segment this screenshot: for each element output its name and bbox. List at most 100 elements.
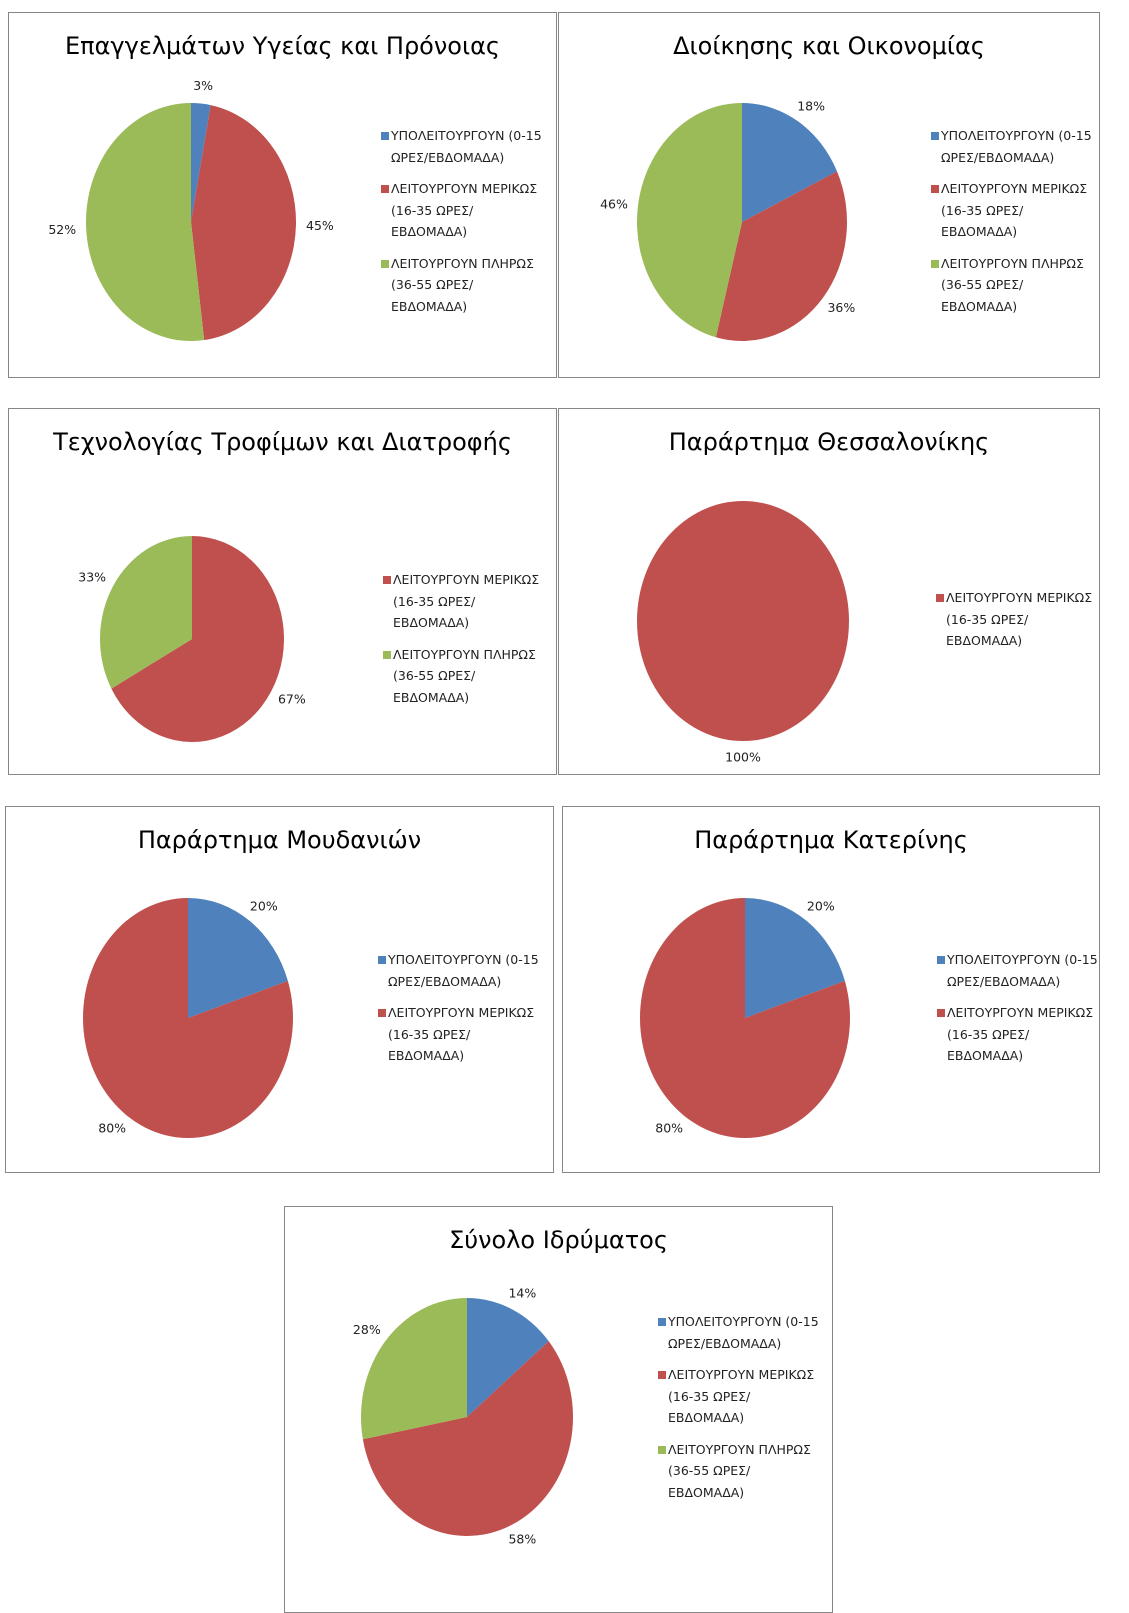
pie-slice [715, 171, 847, 341]
legend: ΥΠΟΛΕΙΤΟΥΡΓΟΥΝ (0-15 ΩΡΕΣ/ΕΒΔΟΜΑΔΑ) ΛΕΙΤΟ… [658, 1311, 826, 1503]
legend-swatch [383, 650, 391, 659]
data-label: 80% [98, 1120, 126, 1135]
pie-chart: 67% 33% [78, 536, 306, 742]
pie-slice [742, 103, 838, 222]
data-label: 46% [600, 196, 628, 211]
chart-panel: 67% 33% ΛΕΙΤΟΥΡΓΟΥΝ ΜΕΡΙΚΩΣ (16-35 ΩΡΕΣ/ Ε… [8, 408, 557, 775]
pie-slice [637, 103, 742, 338]
legend: ΥΠΟΛΕΙΤΟΥΡΓΟΥΝ (0-15 ΩΡΕΣ/ΕΒΔΟΜΑΔΑ) ΛΕΙΤΟ… [378, 949, 546, 1067]
pie-chart: 100% [637, 501, 849, 765]
legend-label: ΛΕΙΤΟΥΡΓΟΥΝ ΠΛΗΡΩΣ (36-55 ΩΡΕΣ/ ΕΒΔΟΜΑΔΑ… [941, 255, 1084, 314]
legend-item: ΛΕΙΤΟΥΡΓΟΥΝ ΠΛΗΡΩΣ (36-55 ΩΡΕΣ/ ΕΒΔΟΜΑΔΑ… [383, 644, 551, 709]
legend-label: ΛΕΙΤΟΥΡΓΟΥΝ ΜΕΡΙΚΩΣ (16-35 ΩΡΕΣ/ ΕΒΔΟΜΑΔ… [947, 1005, 1094, 1063]
legend-swatch [378, 1009, 386, 1017]
pie-chart: 18% 36% 46% [600, 99, 855, 341]
legend-swatch [378, 956, 386, 964]
legend: ΥΠΟΛΕΙΤΟΥΡΓΟΥΝ (0-15 ΩΡΕΣ/ΕΒΔΟΜΑΔΑ) ΛΕΙΤΟ… [381, 125, 549, 317]
data-label: 100% [725, 750, 761, 765]
data-label: 18% [797, 99, 825, 114]
legend-label: ΛΕΙΤΟΥΡΓΟΥΝ ΠΛΗΡΩΣ (36-55 ΩΡΕΣ/ ΕΒΔΟΜΑΔΑ… [391, 255, 534, 314]
legend-item: ΛΕΙΤΟΥΡΓΟΥΝ ΜΕΡΙΚΩΣ (16-35 ΩΡΕΣ/ ΕΒΔΟΜΑΔ… [381, 178, 549, 243]
pie-slice [188, 898, 288, 1018]
data-label: 36% [827, 300, 855, 315]
pie-slice [111, 536, 284, 742]
legend-item: ΛΕΙΤΟΥΡΓΟΥΝ ΠΛΗΡΩΣ (36-55 ΩΡΕΣ/ ΕΒΔΟΜΑΔΑ… [381, 253, 549, 318]
legend-item: ΛΕΙΤΟΥΡΓΟΥΝ ΜΕΡΙΚΩΣ (16-35 ΩΡΕΣ/ ΕΒΔΟΜΑΔ… [936, 587, 1104, 652]
legend-swatch [381, 259, 389, 268]
data-label: 52% [48, 222, 76, 237]
pie-slice [467, 1298, 549, 1417]
chart-panel: 3% 45% 52% ΥΠΟΛΕΙΤΟΥΡΓΟΥΝ (0-15 ΩΡΕΣ/ΕΒΔΟΜΑ… [8, 12, 557, 378]
legend-label: ΛΕΙΤΟΥΡΓΟΥΝ ΜΕΡΙΚΩΣ (16-35 ΩΡΕΣ/ ΕΒΔΟΜΑΔ… [391, 181, 538, 239]
legend-label: ΥΠΟΛΕΙΤΟΥΡΓΟΥΝ (0-15 ΩΡΕΣ/ΕΒΔΟΜΑΔΑ) [941, 128, 1092, 165]
legend: ΛΕΙΤΟΥΡΓΟΥΝ ΜΕΡΙΚΩΣ (16-35 ΩΡΕΣ/ ΕΒΔΟΜΑΔ… [383, 569, 551, 708]
pie-chart: 20% 80% [640, 898, 850, 1138]
pie-slice [99, 536, 192, 689]
pie-slice [361, 1298, 467, 1440]
data-label: 45% [306, 218, 334, 233]
legend-item: ΛΕΙΤΟΥΡΓΟΥΝ ΜΕΡΙΚΩΣ (16-35 ΩΡΕΣ/ ΕΒΔΟΜΑΔ… [383, 569, 551, 634]
pie-slice [191, 105, 297, 341]
legend-swatch [931, 132, 939, 140]
chart-title: Παράρτημα Μουδανιών [137, 826, 422, 854]
chart-title: Παράρτημα Θεσσαλονίκης [668, 428, 990, 456]
legend-swatch [931, 259, 939, 268]
pie-slice [86, 103, 205, 341]
legend-item: ΛΕΙΤΟΥΡΓΟΥΝ ΠΛΗΡΩΣ (36-55 ΩΡΕΣ/ ΕΒΔΟΜΑΔΑ… [931, 253, 1099, 318]
pie-chart: 14% 58% 28% [353, 1285, 573, 1547]
pie-slice [637, 501, 849, 741]
legend-label: ΥΠΟΛΕΙΤΟΥΡΓΟΥΝ (0-15 ΩΡΕΣ/ΕΒΔΟΜΑΔΑ) [388, 952, 539, 989]
legend: ΛΕΙΤΟΥΡΓΟΥΝ ΜΕΡΙΚΩΣ (16-35 ΩΡΕΣ/ ΕΒΔΟΜΑΔ… [936, 587, 1104, 652]
data-label: 58% [508, 1532, 536, 1547]
legend-item: ΛΕΙΤΟΥΡΓΟΥΝ ΜΕΡΙΚΩΣ (16-35 ΩΡΕΣ/ ΕΒΔΟΜΑΔ… [931, 178, 1099, 243]
chart-title: Επαγγελμάτων Υγείας και Πρόνοιας [65, 32, 500, 60]
legend-swatch [937, 956, 945, 964]
data-label: 67% [278, 692, 306, 707]
legend-item: ΥΠΟΛΕΙΤΟΥΡΓΟΥΝ (0-15 ΩΡΕΣ/ΕΒΔΟΜΑΔΑ) [381, 125, 549, 168]
data-label: 80% [655, 1120, 683, 1135]
pie-chart: 3% 45% 52% [48, 78, 334, 341]
chart-panel: 20% 80% ΥΠΟΛΕΙΤΟΥΡΓΟΥΝ (0-15 ΩΡΕΣ/ΕΒΔΟΜΑΔΑ… [562, 806, 1100, 1173]
data-label: 20% [807, 899, 835, 914]
legend-swatch [658, 1445, 666, 1454]
pie-slice [362, 1341, 573, 1536]
legend-label: ΥΠΟΛΕΙΤΟΥΡΓΟΥΝ (0-15 ΩΡΕΣ/ΕΒΔΟΜΑΔΑ) [391, 128, 542, 165]
legend: ΥΠΟΛΕΙΤΟΥΡΓΟΥΝ (0-15 ΩΡΕΣ/ΕΒΔΟΜΑΔΑ) ΛΕΙΤΟ… [937, 949, 1105, 1067]
pie-slice [83, 898, 293, 1138]
legend-swatch [381, 132, 389, 140]
legend-swatch [931, 185, 939, 193]
legend-label: ΛΕΙΤΟΥΡΓΟΥΝ ΠΛΗΡΩΣ (36-55 ΩΡΕΣ/ ΕΒΔΟΜΑΔΑ… [393, 646, 536, 705]
legend-label: ΛΕΙΤΟΥΡΓΟΥΝ ΜΕΡΙΚΩΣ (16-35 ΩΡΕΣ/ ΕΒΔΟΜΑΔ… [668, 1367, 815, 1425]
legend-label: ΥΠΟΛΕΙΤΟΥΡΓΟΥΝ (0-15 ΩΡΕΣ/ΕΒΔΟΜΑΔΑ) [947, 952, 1098, 989]
chart-title: Διοίκησης και Οικονομίας [673, 32, 985, 60]
legend-swatch [658, 1318, 666, 1326]
legend-item: ΥΠΟΛΕΙΤΟΥΡΓΟΥΝ (0-15 ΩΡΕΣ/ΕΒΔΟΜΑΔΑ) [658, 1311, 826, 1354]
chart-panel: 14% 58% 28% ΥΠΟΛΕΙΤΟΥΡΓΟΥΝ (0-15 ΩΡΕΣ/ΕΒΔΟΜ… [284, 1206, 833, 1613]
legend-swatch [658, 1371, 666, 1379]
chart-title: Παράρτημα Κατερίνης [694, 826, 968, 854]
legend-item: ΥΠΟΛΕΙΤΟΥΡΓΟΥΝ (0-15 ΩΡΕΣ/ΕΒΔΟΜΑΔΑ) [378, 949, 546, 992]
pie-slice [745, 898, 845, 1018]
data-label: 33% [78, 569, 106, 584]
chart-title: Τεχνολογίας Τροφίμων και Διατροφής [53, 428, 512, 456]
legend-swatch [937, 1009, 945, 1017]
chart-panel: 18% 36% 46% ΥΠΟΛΕΙΤΟΥΡΓΟΥΝ (0-15 ΩΡΕΣ/ΕΒΔΟΜ… [558, 12, 1100, 378]
legend-item: ΛΕΙΤΟΥΡΓΟΥΝ ΜΕΡΙΚΩΣ (16-35 ΩΡΕΣ/ ΕΒΔΟΜΑΔ… [937, 1002, 1105, 1067]
legend-label: ΛΕΙΤΟΥΡΓΟΥΝ ΜΕΡΙΚΩΣ (16-35 ΩΡΕΣ/ ΕΒΔΟΜΑΔ… [941, 181, 1088, 239]
legend-swatch [936, 594, 944, 602]
legend-label: ΛΕΙΤΟΥΡΓΟΥΝ ΜΕΡΙΚΩΣ (16-35 ΩΡΕΣ/ ΕΒΔΟΜΑΔ… [388, 1005, 535, 1063]
legend-item: ΛΕΙΤΟΥΡΓΟΥΝ ΜΕΡΙΚΩΣ (16-35 ΩΡΕΣ/ ΕΒΔΟΜΑΔ… [378, 1002, 546, 1067]
legend-label: ΛΕΙΤΟΥΡΓΟΥΝ ΠΛΗΡΩΣ (36-55 ΩΡΕΣ/ ΕΒΔΟΜΑΔΑ… [668, 1441, 811, 1500]
legend: ΥΠΟΛΕΙΤΟΥΡΓΟΥΝ (0-15 ΩΡΕΣ/ΕΒΔΟΜΑΔΑ) ΛΕΙΤΟ… [931, 125, 1099, 317]
legend-item: ΛΕΙΤΟΥΡΓΟΥΝ ΠΛΗΡΩΣ (36-55 ΩΡΕΣ/ ΕΒΔΟΜΑΔΑ… [658, 1439, 826, 1504]
legend-swatch [381, 185, 389, 193]
data-label: 20% [250, 899, 278, 914]
pie-slice [191, 103, 211, 222]
data-label: 28% [353, 1322, 381, 1337]
legend-item: ΛΕΙΤΟΥΡΓΟΥΝ ΜΕΡΙΚΩΣ (16-35 ΩΡΕΣ/ ΕΒΔΟΜΑΔ… [658, 1364, 826, 1429]
chart-title: Σύνολο Ιδρύματος [449, 1226, 668, 1254]
chart-panel: 100% ΛΕΙΤΟΥΡΓΟΥΝ ΜΕΡΙΚΩΣ (16-35 ΩΡΕΣ/ ΕΒΔ… [558, 408, 1100, 775]
legend-label: ΛΕΙΤΟΥΡΓΟΥΝ ΜΕΡΙΚΩΣ (16-35 ΩΡΕΣ/ ΕΒΔΟΜΑΔ… [393, 572, 540, 630]
pie-slice [640, 898, 850, 1138]
